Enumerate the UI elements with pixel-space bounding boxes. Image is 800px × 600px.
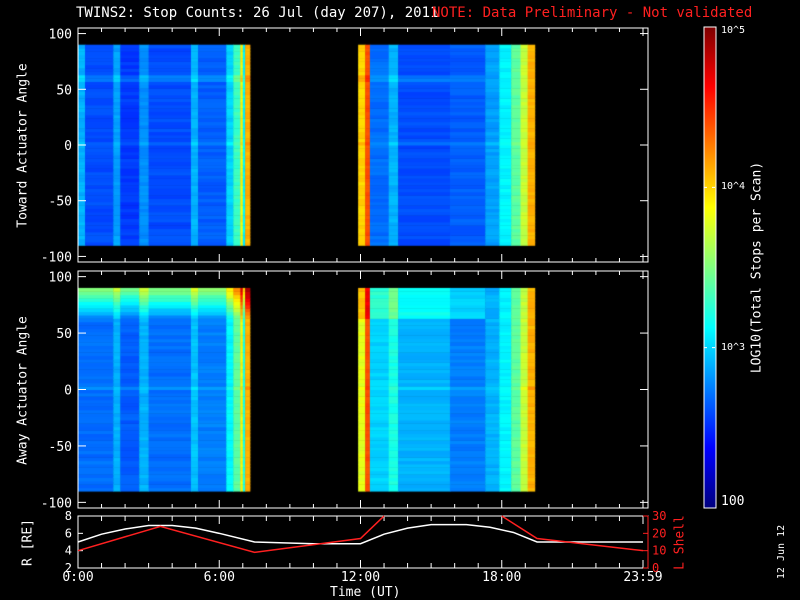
y-tick-label: 50 — [56, 327, 72, 342]
colorbar-tick-label: 10^5 — [721, 25, 746, 36]
x-tick-label: 12:00 — [341, 570, 380, 585]
panel-frame — [77, 270, 649, 509]
x-tick-label: 6:00 — [204, 570, 235, 585]
colorbar-tick-label: 10^4 — [721, 181, 746, 192]
r-line — [77, 523, 643, 545]
y-tick-label: 4 — [65, 544, 72, 558]
y-tick-label: -100 — [41, 250, 72, 265]
panel-frame — [77, 27, 649, 263]
y2-tick-label: 20 — [652, 526, 666, 540]
y-tick-label: 8 — [65, 509, 72, 523]
y-tick-label: -50 — [49, 440, 72, 455]
preliminary-note: NOTE: Data Preliminary - Not validated — [432, 5, 753, 21]
r-ylabel: R [RE] — [20, 519, 36, 566]
x-tick-label: 18:00 — [482, 570, 521, 585]
y-tick-label: 0 — [64, 139, 72, 154]
y-tick-label: 0 — [64, 384, 72, 399]
x-tick-label: 23:59 — [623, 570, 662, 585]
y2-tick-label: 0 — [652, 561, 659, 575]
y-tick-label: 50 — [56, 83, 72, 98]
colorbar-tick-label: 10^3 — [721, 342, 746, 353]
lshell-line — [77, 515, 644, 554]
lshell-ylabel: L Shell — [672, 515, 688, 570]
x-tick-label: 0:00 — [62, 570, 93, 585]
away-ylabel: Away Actuator Angle — [15, 316, 31, 465]
x-axis-label: Time (UT) — [330, 585, 401, 600]
footer-date: 12 Jun 12 — [776, 524, 787, 580]
y2-tick-label: 30 — [652, 509, 666, 523]
chart-title: TWINS2: Stop Counts: 26 Jul (day 207), 2… — [76, 5, 439, 21]
y-tick-label: -50 — [49, 195, 72, 210]
y-tick-label: 2 — [65, 561, 72, 575]
y-tick-label: 100 — [49, 271, 72, 286]
colorbar — [703, 26, 717, 509]
toward-ylabel: Toward Actuator Angle — [15, 63, 31, 228]
y2-tick-label: 10 — [652, 544, 666, 558]
y-tick-label: -100 — [41, 496, 72, 511]
colorbar-tick-label: 100 — [721, 494, 745, 509]
colorbar-label: LOG10(Total Stops per Scan) — [749, 161, 765, 374]
y-tick-label: 100 — [49, 28, 72, 43]
y-tick-label: 6 — [65, 526, 72, 540]
